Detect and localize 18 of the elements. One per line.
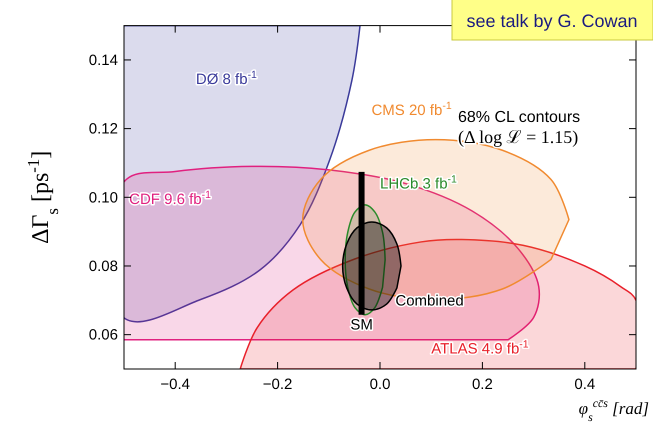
y-tick-label: 0.08 <box>88 258 118 275</box>
series-label: SM <box>350 316 373 334</box>
annotation: see talk by G. Cowan <box>466 11 638 31</box>
x-tick-label: 0.0 <box>370 376 390 393</box>
x-tick-label: −0.4 <box>160 376 190 393</box>
y-tick-label: 0.14 <box>88 52 118 69</box>
x-tick-label: −0.2 <box>262 376 292 393</box>
series-label: CDF 9.6 fb$^{-1}$ <box>129 189 212 208</box>
y-tick-label: 0.10 <box>88 189 118 206</box>
y-tick-label: 0.12 <box>88 120 118 138</box>
annotation: 68% CL contours <box>458 109 580 126</box>
series-label: CMS 20 fb$^{-1}$ <box>371 100 452 119</box>
series-label: ATLAS 4.9 fb$^{-1}$ <box>431 338 529 358</box>
y-tick-label: 0.06 <box>88 326 118 344</box>
x-tick-label: 0.4 <box>574 376 596 393</box>
x-axis-title: φ$_{s}$$^{cc̄s}$ [rad] <box>578 396 649 424</box>
series-label: DØ 8 fb$^{-1}$ <box>196 68 258 88</box>
x-tick-label: 0.2 <box>472 376 493 393</box>
